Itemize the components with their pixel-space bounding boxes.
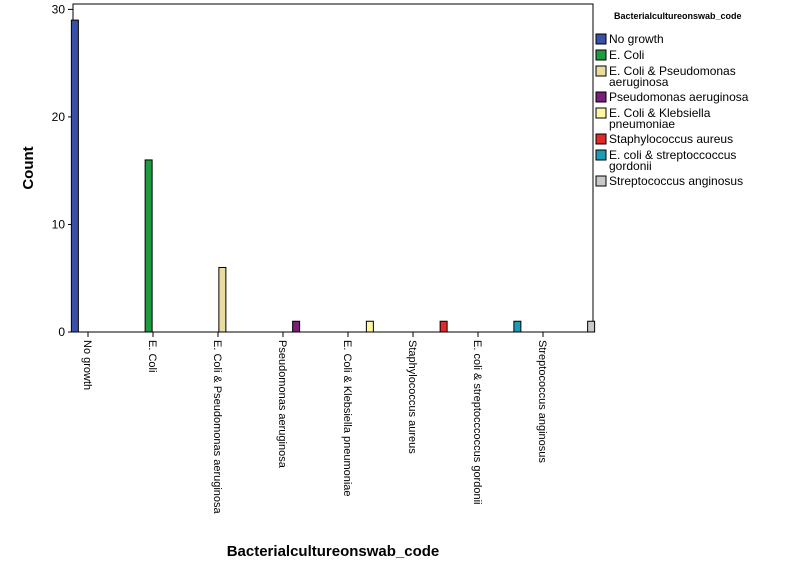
- y-tick-label: 30: [52, 2, 66, 16]
- x-tick-label: E. Coli: [146, 340, 158, 372]
- x-axis: No growth E. Coli E. Coli & Pseudomonas ae…: [81, 332, 548, 515]
- x-tick-label: Staphylococcus aureus: [406, 340, 418, 454]
- y-tick-label: 10: [52, 217, 66, 231]
- x-axis-title: Bacterialcultureonswab_code: [227, 543, 440, 560]
- legend: No growth E. Coli E. Coli & Pseudomonasaer…: [595, 32, 749, 188]
- legend-title: Bacterialcultureonswab_code: [614, 11, 742, 21]
- bar-4: [365, 320, 374, 333]
- x-tick-label: Pseudomonas aeruginosa: [276, 340, 288, 469]
- legend-label: E. Coli & Klebsiella: [609, 106, 711, 120]
- legend-label: Staphylococcus aureus: [609, 132, 733, 146]
- legend-swatch: [595, 91, 607, 103]
- y-tick-label: 20: [52, 110, 66, 124]
- x-tick-label: E. coli & streptocccoccus gordonii: [471, 340, 483, 504]
- legend-label: E. Coli: [609, 48, 644, 62]
- legend-label: No growth: [609, 32, 664, 46]
- legend-swatch: [595, 149, 607, 161]
- bar-1: [144, 159, 153, 333]
- y-tick-label: 0: [58, 325, 65, 339]
- y-axis-title: Count: [20, 146, 37, 189]
- legend-swatch: [595, 107, 607, 119]
- legend-label: E. coli & streptoccoccus: [609, 148, 736, 162]
- x-tick-label: E. Coli & Klebsiella pneumoniae: [341, 340, 353, 497]
- bar-3: [292, 320, 301, 333]
- bar-5: [439, 320, 448, 333]
- bar-0: [70, 19, 79, 333]
- legend-swatch: [595, 49, 607, 61]
- legend-swatch: [595, 175, 607, 187]
- x-tick-label: E. Coli & Pseudomonas aeruginosa: [211, 340, 223, 515]
- x-tick-label: Streptococcus anginosus: [536, 340, 548, 463]
- legend-label: gordonii: [609, 159, 652, 173]
- x-tick-label: No growth: [81, 340, 93, 390]
- bar-6: [513, 320, 522, 333]
- legend-label: Pseudomonas aeruginosa: [609, 90, 749, 104]
- legend-label: Streptococcus anginosus: [609, 174, 743, 188]
- bar-7: [587, 320, 596, 333]
- bars-group: [70, 19, 596, 333]
- legend-swatch: [595, 65, 607, 77]
- plot-area: [72, 3, 594, 333]
- legend-swatch: [595, 33, 607, 45]
- legend-label: E. Coli & Pseudomonas: [609, 64, 736, 78]
- legend-swatch: [595, 133, 607, 145]
- legend-label: aeruginosa: [609, 75, 669, 89]
- legend-label: pneumoniae: [609, 117, 675, 131]
- y-axis: 0 10 20 30: [52, 2, 73, 339]
- bar-2: [218, 266, 227, 333]
